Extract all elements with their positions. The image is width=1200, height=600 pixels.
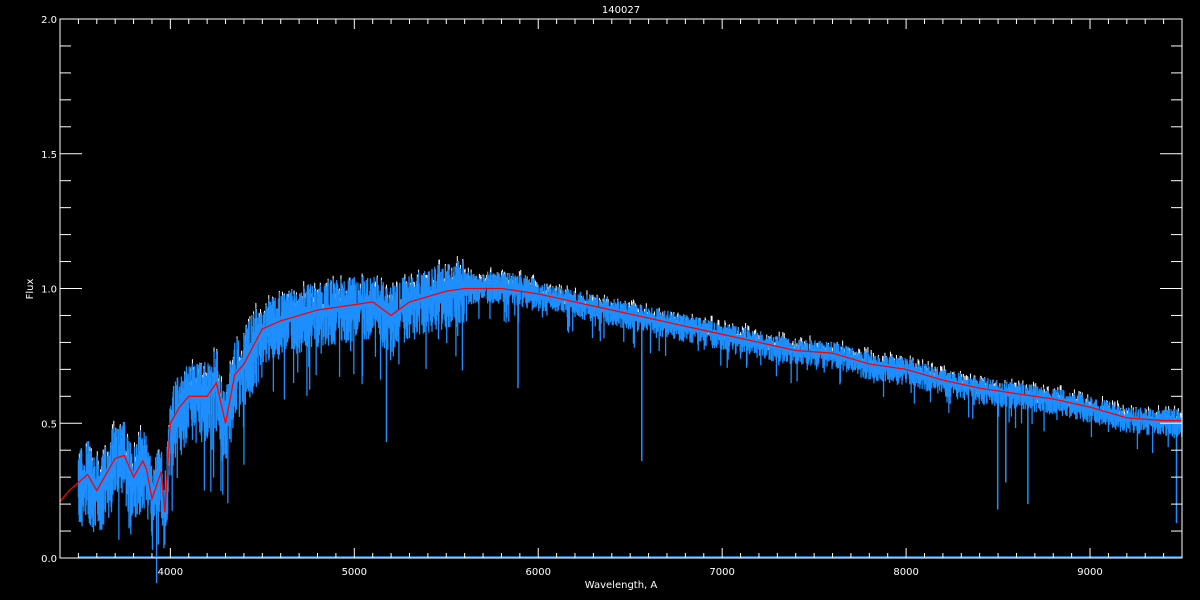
y-tick-label: 0.5: [41, 419, 57, 430]
y-axis-label: Flux: [25, 279, 36, 300]
y-tick-label: 0.0: [41, 554, 57, 565]
x-tick-label: 7000: [709, 567, 734, 578]
x-tick-label: 4000: [158, 567, 183, 578]
x-tick-labels: 4000 5000 6000 7000 8000 9000: [158, 567, 1103, 578]
y-tick-label: 2.0: [41, 15, 57, 26]
y-tick-label: 1.0: [41, 285, 57, 296]
x-tick-label: 6000: [526, 567, 551, 578]
x-tick-label: 5000: [342, 567, 367, 578]
y-tick-labels: 0.0 0.5 1.0 1.5 2.0: [41, 15, 57, 565]
x-tick-label: 8000: [893, 567, 918, 578]
chart-title: 140027: [602, 5, 640, 16]
x-axis-label: Wavelength, A: [585, 580, 658, 591]
x-tick-label: 9000: [1077, 567, 1102, 578]
observed-spectrum-blue: [77, 260, 1183, 584]
y-tick-label: 1.5: [41, 150, 57, 161]
axis-ticks: [60, 18, 1183, 559]
model-spectrum-line: [59, 287, 1182, 513]
